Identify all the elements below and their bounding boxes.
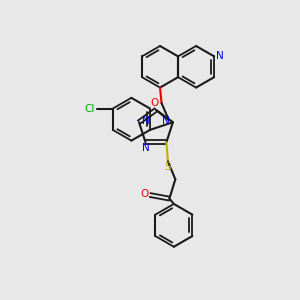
Text: N: N [163, 116, 170, 126]
Text: Cl: Cl [85, 103, 95, 113]
Text: N: N [142, 116, 149, 126]
Text: N: N [216, 51, 223, 62]
Text: N: N [142, 143, 149, 153]
Text: O: O [141, 189, 149, 199]
Text: O: O [151, 98, 159, 108]
Text: S: S [165, 162, 171, 172]
